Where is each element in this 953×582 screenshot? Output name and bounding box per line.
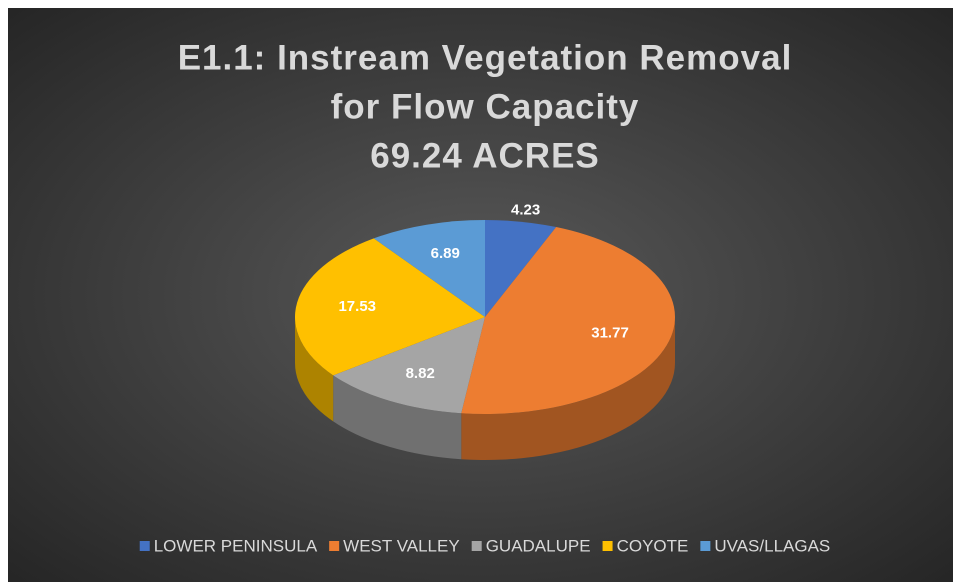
legend-swatch [329, 541, 340, 551]
data-label: 17.53 [338, 298, 376, 315]
legend-swatch [602, 541, 613, 551]
slice [333, 317, 485, 414]
slice [373, 220, 485, 317]
slice [461, 227, 676, 414]
data-label: 6.89 [431, 245, 460, 262]
slice-side [295, 317, 334, 422]
slice-side [461, 317, 675, 460]
legend-swatch [700, 541, 711, 551]
slice [295, 238, 485, 376]
data-label: 8.82 [406, 365, 435, 382]
legend-label: UVAS/LLAGAS [714, 536, 830, 555]
legend-label: GUADALUPE [486, 536, 591, 555]
legend-swatch [471, 541, 482, 551]
chart-title: for Flow Capacity [331, 87, 640, 126]
legend-swatch [139, 541, 150, 551]
chart-title: 69.24 ACRES [370, 136, 600, 175]
legend-label: WEST VALLEY [343, 536, 460, 555]
data-label: 31.77 [591, 325, 629, 342]
slice-side [333, 375, 462, 460]
slice [485, 220, 557, 317]
legend-label: LOWER PENINSULA [154, 536, 318, 555]
chart-title: E1.1: Instream Vegetation Removal [178, 38, 793, 77]
legend-label: COYOTE [617, 536, 689, 555]
data-label: 4.23 [511, 201, 540, 218]
